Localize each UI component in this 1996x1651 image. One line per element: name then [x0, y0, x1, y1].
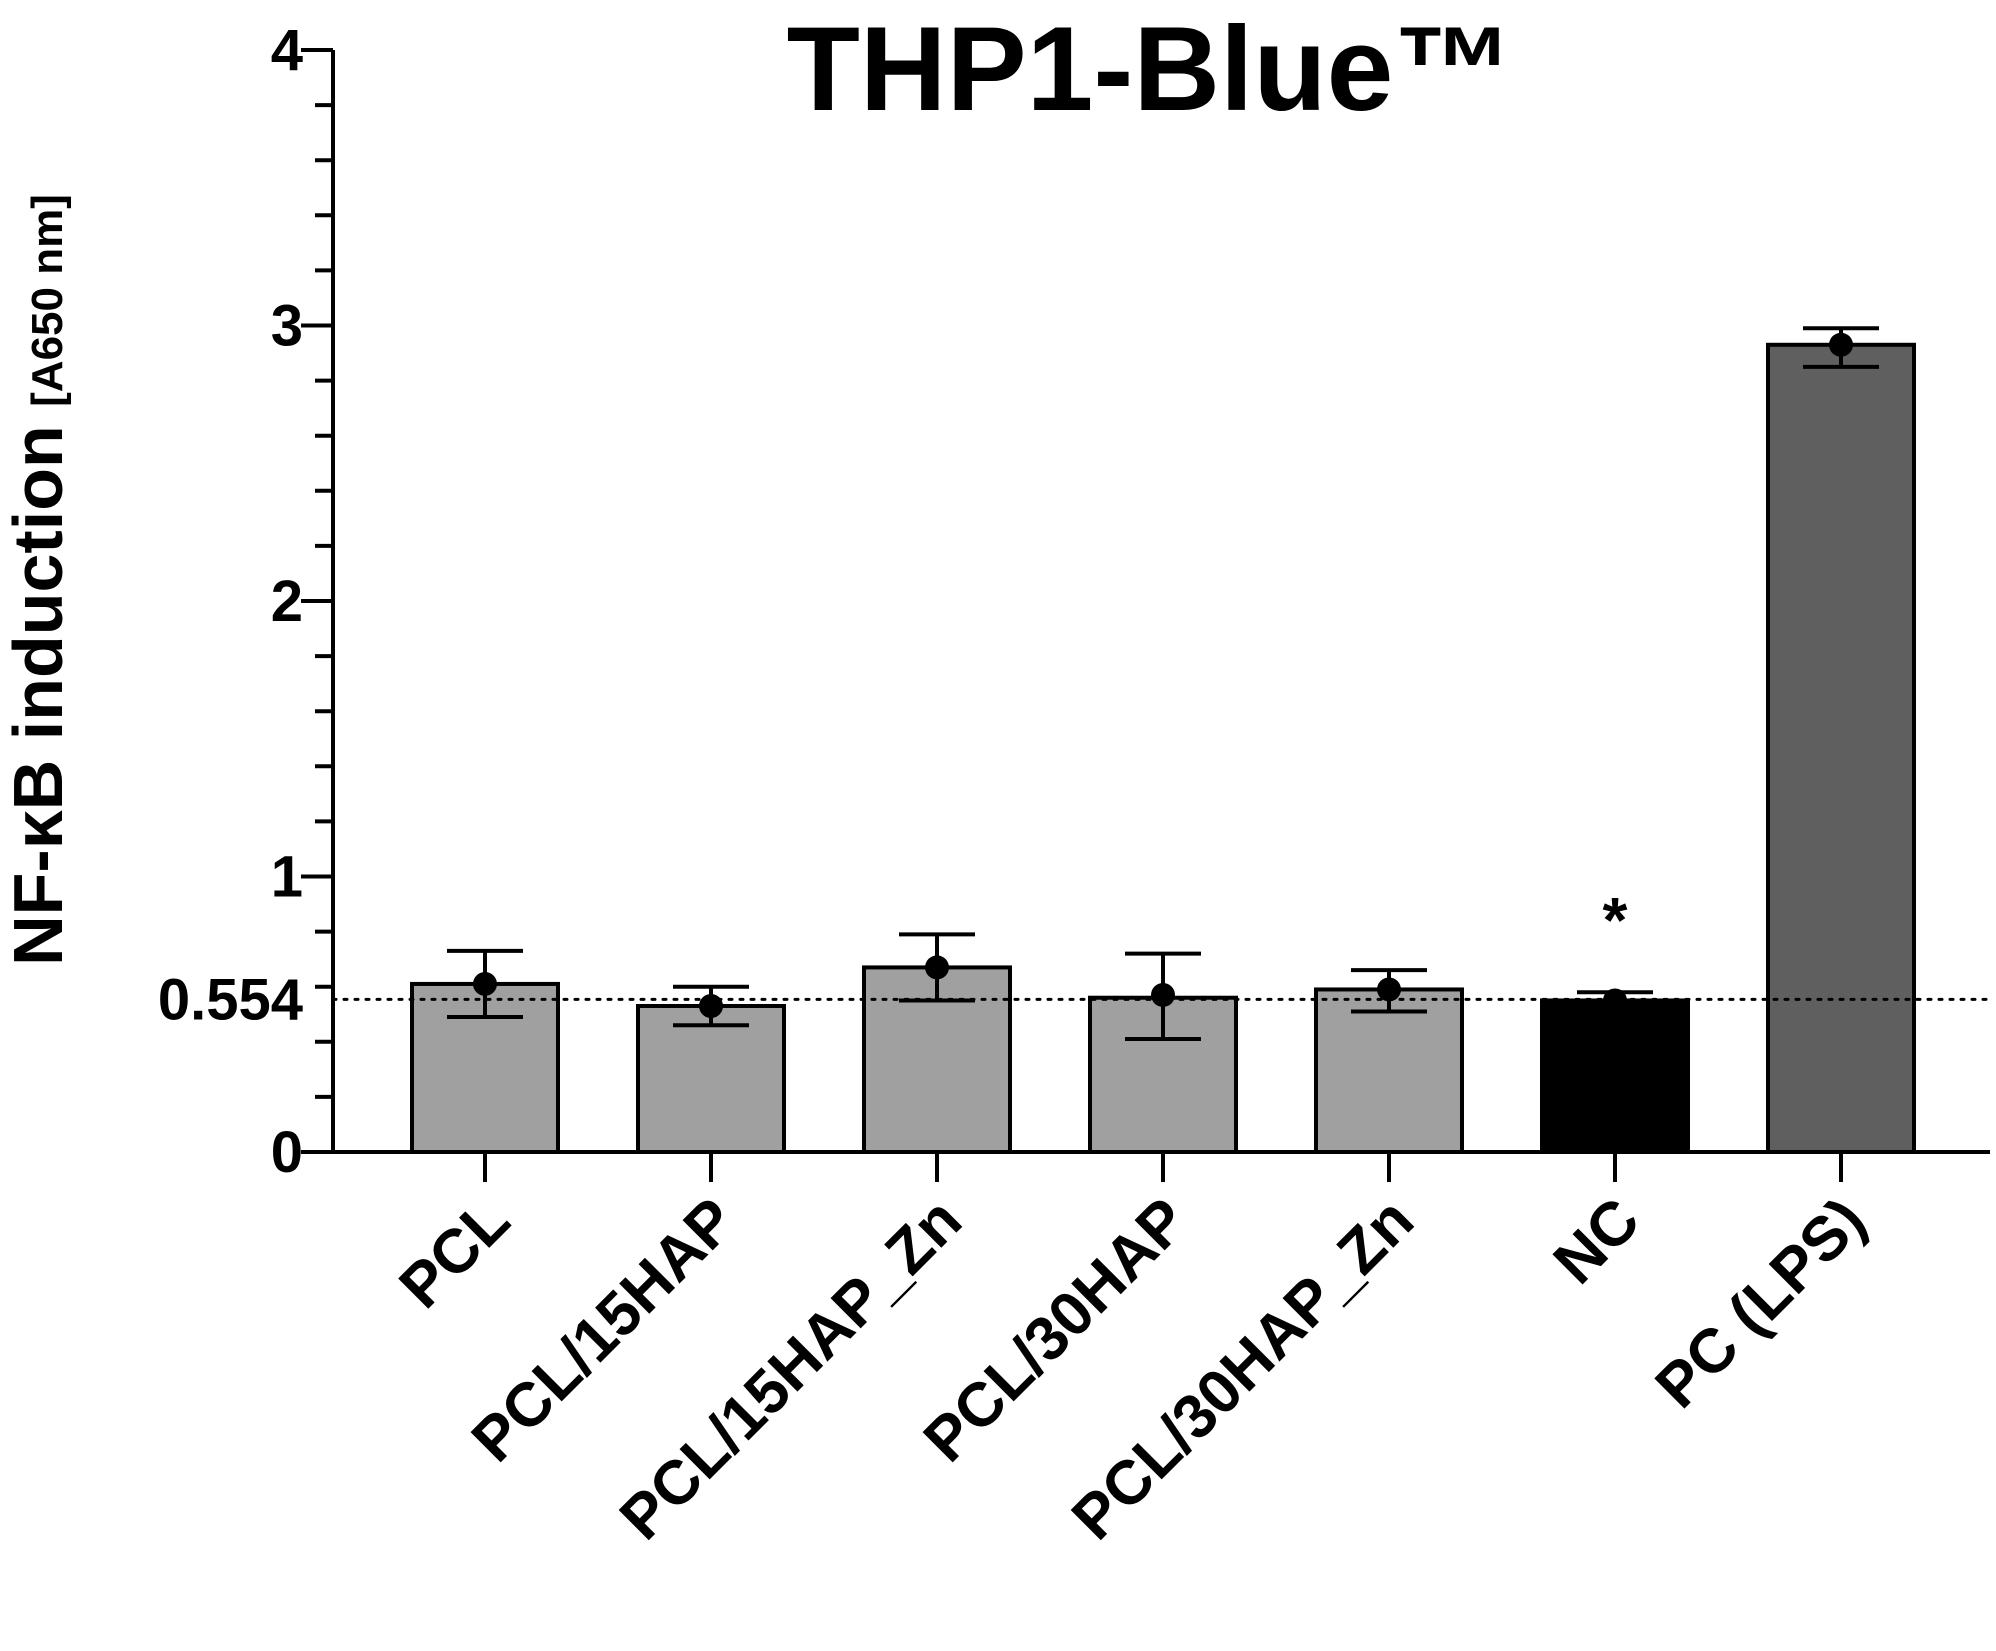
chart-title: THP1-Blue™: [787, 2, 1514, 136]
y-axis-label: NF-κB induction [A650 nm]: [0, 194, 77, 966]
y-tick-label-4: 4: [271, 18, 303, 83]
y-axis-unit: [A650 nm]: [23, 194, 72, 407]
y-axis-title: NF-κB induction: [0, 425, 77, 966]
data-point-2: [925, 955, 949, 980]
svg-text:NF-κB induction [A650: NF-κB induction [A650 nm]: [0, 194, 77, 966]
data-point-0: [473, 971, 497, 996]
data-point-1: [699, 993, 723, 1018]
bar-4: [1314, 987, 1464, 1155]
bar-6: [1766, 342, 1916, 1155]
significance-annotation-0: *: [1603, 884, 1628, 956]
x-tick-label-6: PC (LPS): [1643, 1185, 1879, 1421]
y-tick-label-1: 1: [271, 845, 303, 910]
x-tick-label-0: PCL: [386, 1185, 522, 1321]
bar-1: [636, 1003, 786, 1154]
bar-5: [1540, 998, 1690, 1154]
y-tick-label-3: 3: [271, 294, 303, 359]
data-point-4: [1377, 977, 1401, 1002]
reference-line-label: 0.554: [158, 967, 303, 1032]
y-tick-label-2: 2: [271, 569, 303, 634]
plot-area: PCLPCL/15HAPPCL/15HAP_ZnPCL/30HAPPCL/30H…: [158, 18, 1992, 1553]
y-tick-label-0: 0: [271, 1120, 303, 1185]
data-point-3: [1151, 982, 1175, 1007]
x-tick-label-5: NC: [1541, 1185, 1653, 1297]
data-point-6: [1829, 332, 1853, 357]
data-point-5: [1603, 988, 1627, 1013]
